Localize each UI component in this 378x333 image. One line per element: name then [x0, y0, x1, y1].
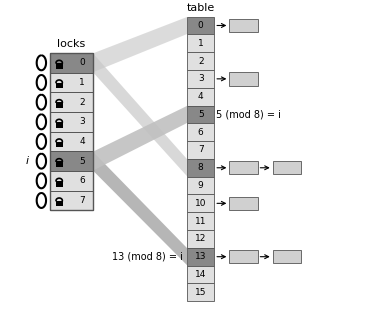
Text: 7: 7	[79, 196, 85, 205]
Bar	[56, 63, 63, 69]
Bar	[187, 34, 214, 52]
Text: 13: 13	[195, 252, 206, 261]
Bar	[50, 73, 93, 92]
Bar	[50, 53, 93, 73]
Text: 9: 9	[198, 181, 203, 190]
Text: 0: 0	[79, 58, 85, 67]
Text: 3: 3	[79, 117, 85, 126]
Bar	[187, 88, 214, 106]
Text: 12: 12	[195, 234, 206, 243]
Polygon shape	[93, 53, 187, 176]
Bar	[56, 201, 63, 206]
Bar	[229, 19, 257, 32]
Bar	[56, 142, 63, 147]
Bar	[187, 194, 214, 212]
Bar	[56, 122, 63, 128]
Bar	[187, 141, 214, 159]
Text: 8: 8	[198, 163, 203, 172]
Bar	[187, 17, 214, 34]
Bar	[50, 53, 93, 210]
Bar	[229, 72, 257, 86]
Text: 14: 14	[195, 270, 206, 279]
Bar	[50, 112, 93, 132]
Polygon shape	[93, 152, 187, 265]
Bar	[50, 151, 93, 171]
Text: 1: 1	[198, 39, 203, 48]
Bar	[187, 248, 214, 266]
Bar	[50, 171, 93, 191]
Bar	[187, 283, 214, 301]
Text: 4: 4	[79, 137, 85, 146]
Bar	[56, 102, 63, 108]
Text: 5 (mod 8) = i: 5 (mod 8) = i	[216, 110, 281, 120]
Bar	[187, 123, 214, 141]
Text: 4: 4	[198, 92, 203, 101]
Bar	[273, 161, 301, 174]
Polygon shape	[93, 17, 187, 72]
Text: 6: 6	[198, 128, 203, 137]
Bar	[187, 52, 214, 70]
Text: 7: 7	[198, 146, 203, 155]
Bar	[229, 197, 257, 210]
Bar	[187, 106, 214, 123]
Text: 1: 1	[79, 78, 85, 87]
Bar	[229, 161, 257, 174]
Text: i: i	[25, 156, 29, 166]
Text: 11: 11	[195, 217, 206, 226]
Bar	[187, 212, 214, 230]
Bar	[50, 92, 93, 112]
Text: locks: locks	[57, 39, 85, 49]
Bar	[56, 181, 63, 186]
Text: 2: 2	[79, 98, 85, 107]
Bar	[56, 83, 63, 88]
Bar	[273, 250, 301, 263]
Text: 15: 15	[195, 288, 206, 297]
Text: 5: 5	[79, 157, 85, 166]
Text: 10: 10	[195, 199, 206, 208]
Bar	[56, 162, 63, 167]
Text: 0: 0	[198, 21, 203, 30]
Text: 2: 2	[198, 57, 203, 66]
Text: 3: 3	[198, 74, 203, 83]
Text: table: table	[187, 3, 215, 13]
Text: 5: 5	[198, 110, 203, 119]
Polygon shape	[93, 106, 187, 170]
Bar	[187, 230, 214, 248]
Bar	[50, 132, 93, 151]
Text: 6: 6	[79, 176, 85, 185]
Bar	[187, 266, 214, 283]
Bar	[50, 191, 93, 210]
Bar	[229, 250, 257, 263]
Bar	[187, 70, 214, 88]
Text: 13 (mod 8) = i: 13 (mod 8) = i	[113, 252, 183, 262]
Bar	[187, 177, 214, 194]
Bar	[187, 159, 214, 177]
